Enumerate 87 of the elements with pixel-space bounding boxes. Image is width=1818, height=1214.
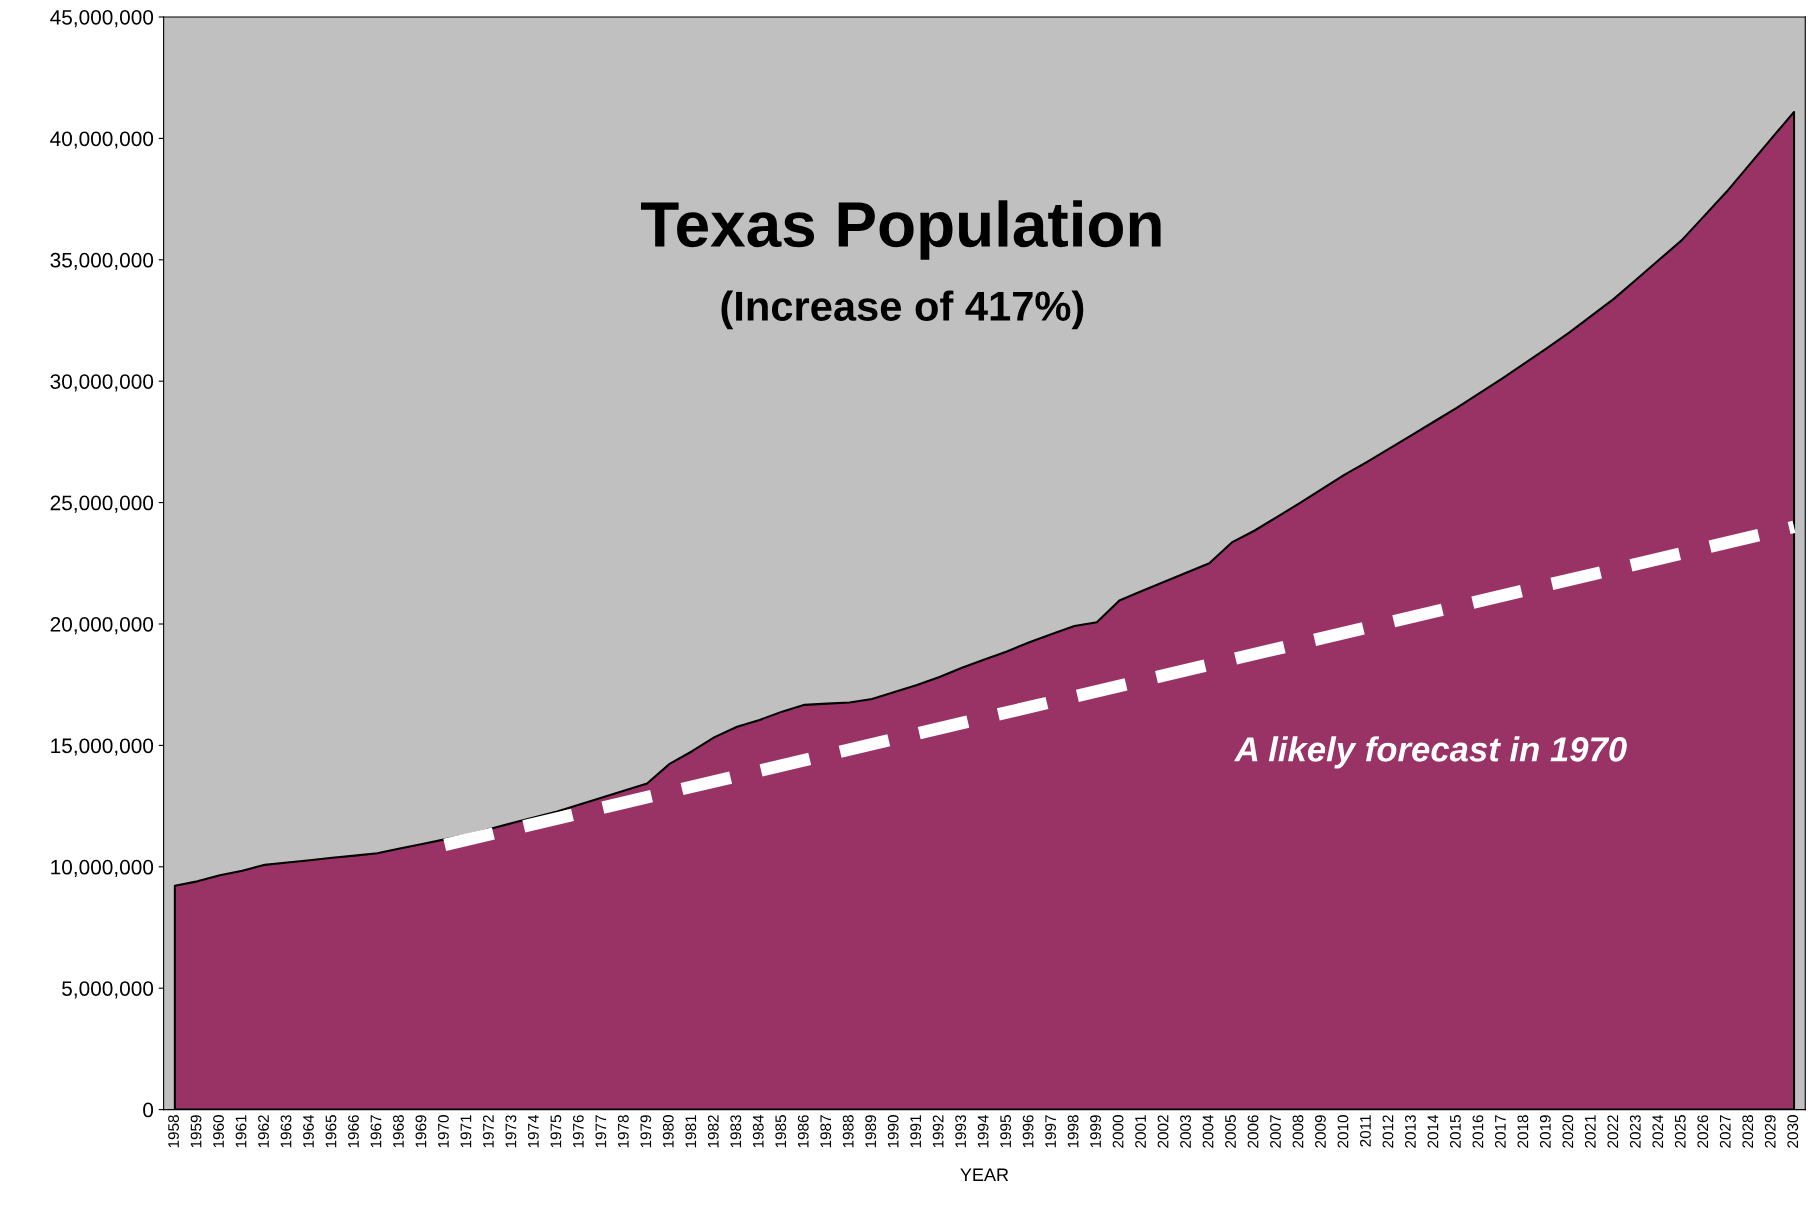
x-tick-label: 2001	[1135, 1115, 1146, 1148]
text: (Increase of 417%)	[721, 290, 1084, 330]
x-tick-label: 1979	[640, 1115, 652, 1148]
x-tick-label: 1975	[550, 1115, 562, 1148]
x-tick-label: 1990	[887, 1115, 899, 1148]
x-tick-label: 2002	[1157, 1115, 1169, 1148]
x-tick-label: 1961	[235, 1115, 247, 1148]
x-tick-label: 1962	[258, 1115, 269, 1148]
x-tick-label: 1997	[1045, 1115, 1057, 1148]
annotation: A likely forecast in 1970	[1234, 736, 1627, 769]
x-tick-label: 1964	[303, 1114, 314, 1148]
x-tick-label: 1963	[280, 1115, 292, 1148]
x-tick-label: 2017	[1494, 1115, 1506, 1148]
x-tick-label: 1968	[393, 1115, 404, 1148]
y-tick-label: 15,000,000	[51, 738, 154, 756]
x-tick-label: 1972	[482, 1115, 494, 1148]
x-tick-label: 2004	[1202, 1114, 1214, 1148]
x-tick-label: 1974	[527, 1114, 539, 1148]
x-tick-label: 2022	[1607, 1115, 1619, 1148]
x-tick-label: 2019	[1539, 1115, 1551, 1148]
x-tick-label: 1960	[213, 1115, 224, 1148]
x-tick-label: 1992	[932, 1115, 944, 1148]
x-tick-label: 1977	[595, 1115, 607, 1148]
x-tick-label: 1994	[977, 1114, 989, 1148]
x-tick-label: 1991	[910, 1115, 922, 1148]
x-tick-label: 2015	[1449, 1115, 1461, 1148]
x-tick-label: 2016	[1472, 1115, 1484, 1148]
x-tick-label: 2027	[1719, 1115, 1731, 1148]
x-tick-label: 2024	[1652, 1114, 1664, 1148]
x-tick-label: 2026	[1697, 1115, 1709, 1148]
x-tick-label: 1981	[685, 1115, 697, 1148]
x-tick-label: 2005	[1225, 1115, 1236, 1148]
x-tick-label: 2021	[1584, 1115, 1596, 1148]
x-tick-label: 1967	[370, 1115, 382, 1148]
x-tick-label: 1999	[1090, 1115, 1101, 1148]
x-tick-label: 2007	[1270, 1115, 1281, 1148]
x-tick-label: 1985	[775, 1115, 787, 1148]
x-tick-label: 2011	[1360, 1115, 1371, 1147]
x-tick-label: 2014	[1427, 1114, 1439, 1148]
x-tick-label: 1998	[1067, 1115, 1079, 1148]
y-tick-label: 20,000,000	[50, 617, 154, 635]
x-tick-label: 2009	[1315, 1115, 1326, 1148]
x-tick-label: 1958	[168, 1115, 179, 1148]
x-tick-label: 1971	[460, 1115, 472, 1148]
x-axis-title: YEAR	[960, 1168, 1009, 1181]
x-tick-label: 1980	[662, 1115, 674, 1148]
y-tick-label: 25,000,000	[50, 495, 154, 513]
x-tick-label: 1984	[752, 1114, 764, 1148]
x-tick-label: 1966	[348, 1115, 359, 1148]
y-tick-label: 40,000,000	[50, 131, 154, 149]
x-tick-label: 1976	[572, 1115, 584, 1148]
x-tick-label: 2029	[1764, 1115, 1776, 1148]
x-tick-label: 1996	[1022, 1115, 1034, 1148]
x-tick-label: 1986	[797, 1115, 809, 1148]
y-tick-label: 35,000,000	[50, 252, 154, 271]
x-tick-label: 1995	[1000, 1115, 1012, 1148]
x-tick-label: 1989	[865, 1115, 877, 1148]
x-tick-label: 2028	[1742, 1115, 1754, 1148]
y-tick-label: 5,000,000	[62, 981, 154, 999]
x-tick-label: 1978	[617, 1115, 629, 1148]
x-tick-label: 1973	[505, 1115, 517, 1148]
x-tick-label: 1988	[842, 1115, 854, 1148]
x-tick-label: 1993	[955, 1115, 967, 1148]
x-tick-label: 1987	[820, 1115, 832, 1148]
x-tick-label: 2020	[1562, 1115, 1574, 1148]
y-tick-label: 45,000,000	[50, 10, 154, 28]
y-tick-label: 10,000,000	[51, 859, 154, 878]
x-tick-label: 2023	[1629, 1115, 1641, 1148]
x-tick-label: 2013	[1405, 1115, 1416, 1148]
text: Texas Population	[640, 200, 1161, 260]
x-tick-label: 2012	[1382, 1115, 1394, 1148]
x-tick-label: 1959	[190, 1115, 202, 1148]
x-tick-label: 2008	[1292, 1115, 1304, 1148]
x-tick-label: 2000	[1112, 1115, 1124, 1148]
x-tick-label: 2003	[1180, 1115, 1191, 1148]
x-tick-label: 2006	[1247, 1115, 1259, 1148]
x-tick-label: 1965	[325, 1115, 337, 1148]
x-tick-label: 2030	[1787, 1115, 1799, 1148]
x-tick-label: 2025	[1674, 1115, 1686, 1148]
x-tick-label: 1982	[707, 1115, 719, 1148]
x-tick-label: 1970	[438, 1115, 449, 1148]
y-tick-label: 0	[143, 1102, 154, 1118]
x-tick-label: 1969	[415, 1115, 427, 1148]
x-tick-label: 1983	[730, 1115, 742, 1148]
x-tick-label: 2018	[1517, 1115, 1529, 1148]
y-tick-label: 30,000,000	[50, 374, 154, 392]
x-tick-label: 2010	[1337, 1115, 1349, 1148]
